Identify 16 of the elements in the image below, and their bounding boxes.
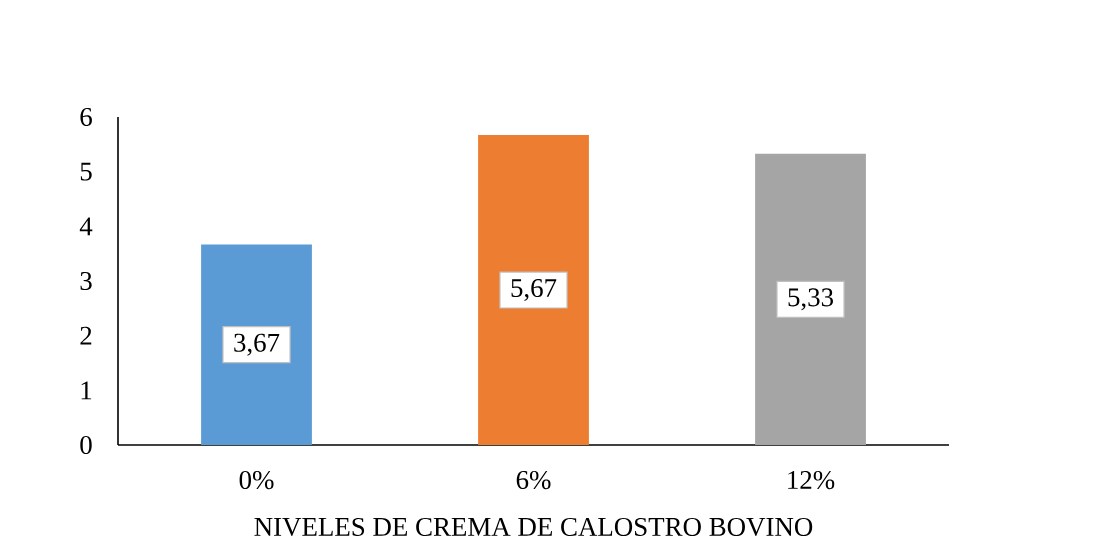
bar [478, 135, 589, 445]
x-tick-label: 6% [516, 470, 551, 490]
y-tick-label: 4 [79, 217, 93, 236]
x-axis-title: NIVELES DE CREMA DE CALOSTRO BOVINO [254, 517, 813, 537]
data-label: 5,67 [511, 279, 557, 301]
x-tick-label: 12% [788, 470, 835, 490]
y-tick-label: 5 [80, 162, 92, 181]
y-tick-label: 3 [80, 271, 92, 291]
y-tick-label: 2 [80, 326, 92, 345]
bar [755, 153, 866, 445]
y-tick-label: 0 [80, 435, 92, 455]
y-tick-label: 1 [81, 381, 92, 400]
x-tick-label: 0% [239, 470, 274, 490]
data-label: 5,33 [788, 288, 833, 311]
y-tick-label: 6 [80, 107, 92, 127]
data-label: 3,67 [234, 333, 280, 356]
